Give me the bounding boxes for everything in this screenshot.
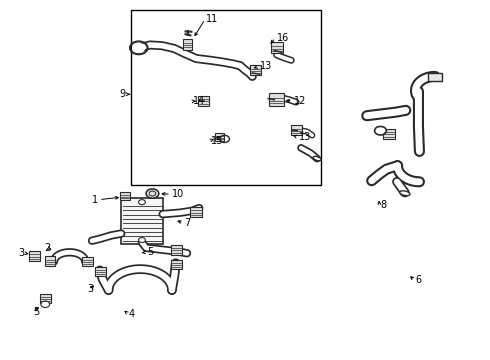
Circle shape <box>139 238 146 243</box>
Bar <box>215 133 224 141</box>
Text: 6: 6 <box>416 275 422 285</box>
Text: 3: 3 <box>87 284 93 294</box>
Text: 13: 13 <box>298 132 311 142</box>
Circle shape <box>149 191 156 196</box>
Text: 13: 13 <box>260 62 272 71</box>
Bar <box>40 294 50 303</box>
Bar <box>45 256 55 266</box>
Bar <box>171 245 182 255</box>
Bar <box>120 192 130 200</box>
Ellipse shape <box>400 191 410 195</box>
Text: 10: 10 <box>172 189 184 199</box>
Bar <box>183 39 193 50</box>
Bar <box>270 93 284 106</box>
Text: 16: 16 <box>277 33 289 43</box>
Text: 11: 11 <box>206 14 218 24</box>
Text: 14: 14 <box>193 96 205 107</box>
Bar <box>29 251 40 261</box>
Text: 7: 7 <box>185 218 191 228</box>
Text: 4: 4 <box>129 309 135 319</box>
Bar <box>270 42 283 53</box>
Bar <box>82 257 93 266</box>
Text: 5: 5 <box>33 307 40 317</box>
Text: 5: 5 <box>147 247 154 257</box>
Bar <box>198 96 209 106</box>
Bar <box>291 125 301 135</box>
Bar <box>428 73 442 81</box>
Circle shape <box>374 126 386 135</box>
Bar <box>130 10 320 185</box>
Bar <box>172 260 182 269</box>
Bar <box>121 198 163 244</box>
Circle shape <box>41 301 49 307</box>
Circle shape <box>133 44 145 52</box>
Circle shape <box>146 189 159 198</box>
Text: 8: 8 <box>380 200 387 210</box>
Bar <box>250 65 261 75</box>
Bar <box>383 129 395 139</box>
Text: 1: 1 <box>92 195 98 204</box>
Text: 15: 15 <box>211 136 223 146</box>
Bar <box>96 267 106 276</box>
Circle shape <box>139 200 146 204</box>
Text: 12: 12 <box>294 96 306 107</box>
Bar <box>190 207 202 217</box>
Text: 3: 3 <box>18 248 24 258</box>
Text: 9: 9 <box>120 89 125 99</box>
Text: 2: 2 <box>45 243 51 253</box>
Ellipse shape <box>313 156 321 161</box>
